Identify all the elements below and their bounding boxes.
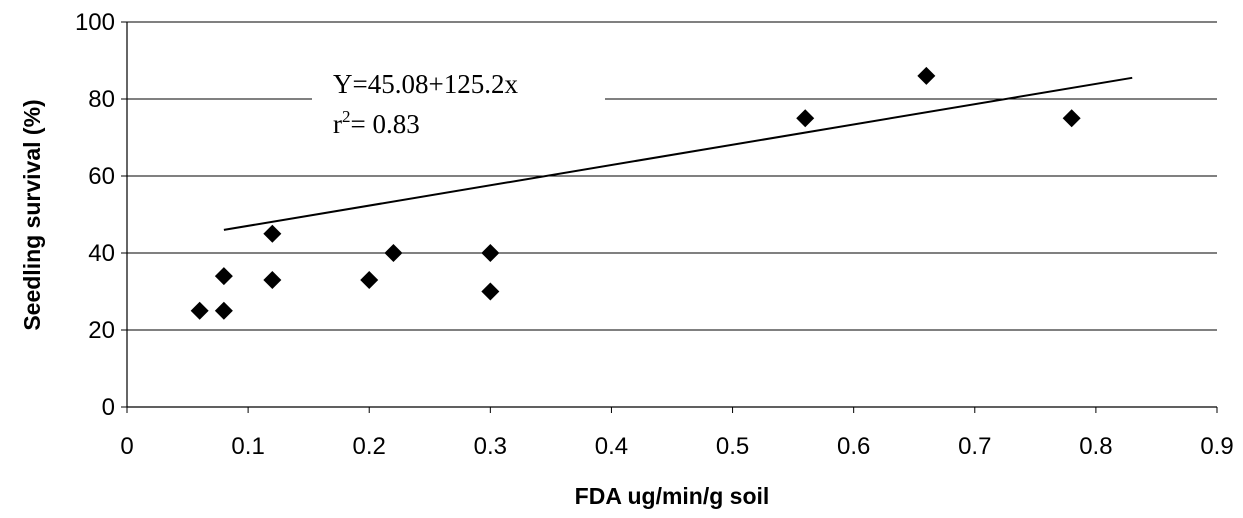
x-tick-label-0.9: 0.9 — [1200, 433, 1233, 460]
y-tick-label-20: 20 — [88, 317, 115, 344]
x-tick-label-0.1: 0.1 — [231, 433, 264, 460]
data-point-6 — [360, 270, 379, 289]
data-point-9 — [481, 282, 500, 301]
data-point-12 — [1062, 109, 1081, 128]
r-value: = 0.83 — [351, 109, 420, 139]
x-tick-label-0: 0 — [120, 433, 133, 460]
y-tick-label-0: 0 — [102, 394, 115, 421]
trendline — [223, 76, 1133, 231]
x-tick-label-0.4: 0.4 — [595, 433, 628, 460]
y-tick-label-100: 100 — [75, 9, 115, 36]
data-point-3 — [214, 267, 233, 286]
y-tick-label-80: 80 — [88, 86, 115, 113]
data-points — [190, 66, 1081, 320]
r-symbol: r — [333, 109, 342, 139]
x-tick-label-0.5: 0.5 — [716, 433, 749, 460]
equation-box-background — [312, 60, 605, 152]
data-point-5 — [263, 224, 282, 243]
x-tick-label-0.8: 0.8 — [1079, 433, 1112, 460]
gridlines — [127, 21, 1217, 331]
y-tick-label-60: 60 — [88, 163, 115, 190]
data-point-7 — [384, 244, 403, 262]
data-point-8 — [481, 244, 500, 262]
x-tick-label-0.6: 0.6 — [837, 433, 870, 460]
axes — [121, 21, 1218, 413]
r-squared-label: r2= 0.83 — [333, 107, 420, 139]
data-point-11 — [917, 66, 936, 85]
data-point-10 — [796, 109, 815, 128]
tick-labels: 0 20 40 60 80 100 0 0.1 0.2 0.3 0.4 0.5 0.6 0.7 0.8 0.9 — [75, 9, 1234, 460]
data-point-2 — [214, 301, 233, 320]
x-axis-title: FDA ug/min/g soil — [575, 483, 770, 509]
x-tick-label-0.2: 0.2 — [353, 433, 386, 460]
data-point-4 — [263, 270, 282, 289]
y-tick-label-40: 40 — [88, 240, 115, 267]
equation-label: Y=45.08+125.2x — [333, 69, 518, 99]
data-point-1 — [190, 301, 209, 320]
x-tick-label-0.3: 0.3 — [474, 433, 507, 460]
y-axis-title: Seedling survival (%) — [19, 99, 45, 330]
r-superscript: 2 — [342, 107, 351, 126]
x-tick-label-0.7: 0.7 — [958, 433, 991, 460]
